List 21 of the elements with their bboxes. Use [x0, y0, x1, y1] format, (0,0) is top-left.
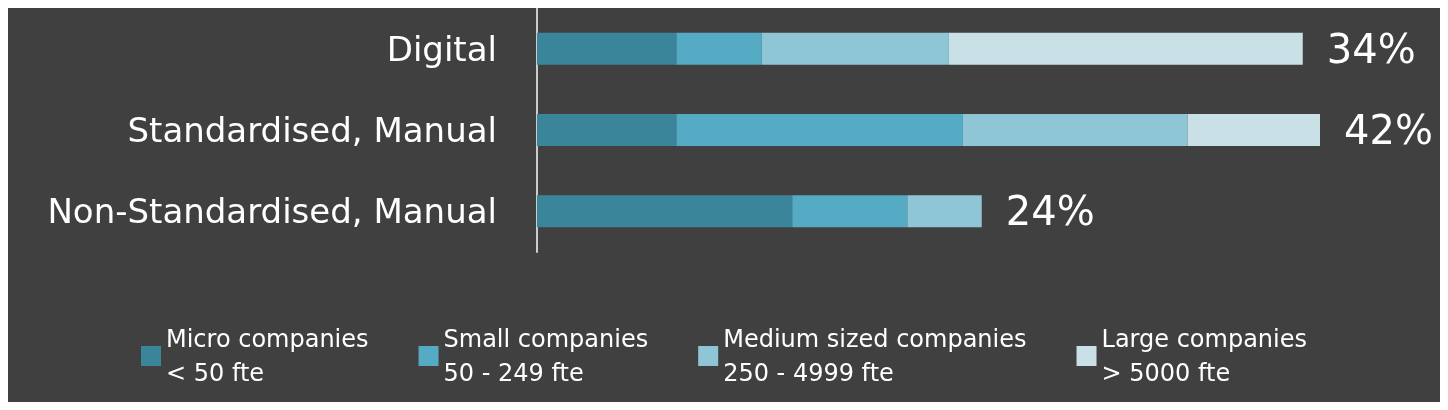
annotation: 24% [1005, 188, 1095, 235]
bar [676, 114, 963, 146]
bar [907, 195, 982, 228]
bar [948, 32, 1303, 65]
bar [1187, 114, 1320, 146]
bar [761, 32, 949, 65]
bar [676, 32, 762, 65]
legend-label: Large companies > 5000 fte [1101, 325, 1308, 387]
bar [537, 195, 793, 228]
y-tick-label: Non-Standardised, Manual [47, 191, 497, 232]
bar [537, 114, 677, 146]
text: 34% [1326, 25, 1416, 72]
bar [792, 195, 908, 228]
bar [537, 32, 677, 65]
y-tick-label: Standardised, Manual [127, 110, 497, 150]
legend-label: Micro companies < 50 fte [165, 325, 369, 387]
legend-label: Medium sized companies 250 - 4999 fte [723, 325, 1027, 387]
legend-label: Small companies 50 - 249 fte [443, 325, 649, 387]
bar [962, 114, 1188, 146]
y-tick-label: Digital [386, 28, 497, 69]
text: 42% [1344, 107, 1433, 153]
